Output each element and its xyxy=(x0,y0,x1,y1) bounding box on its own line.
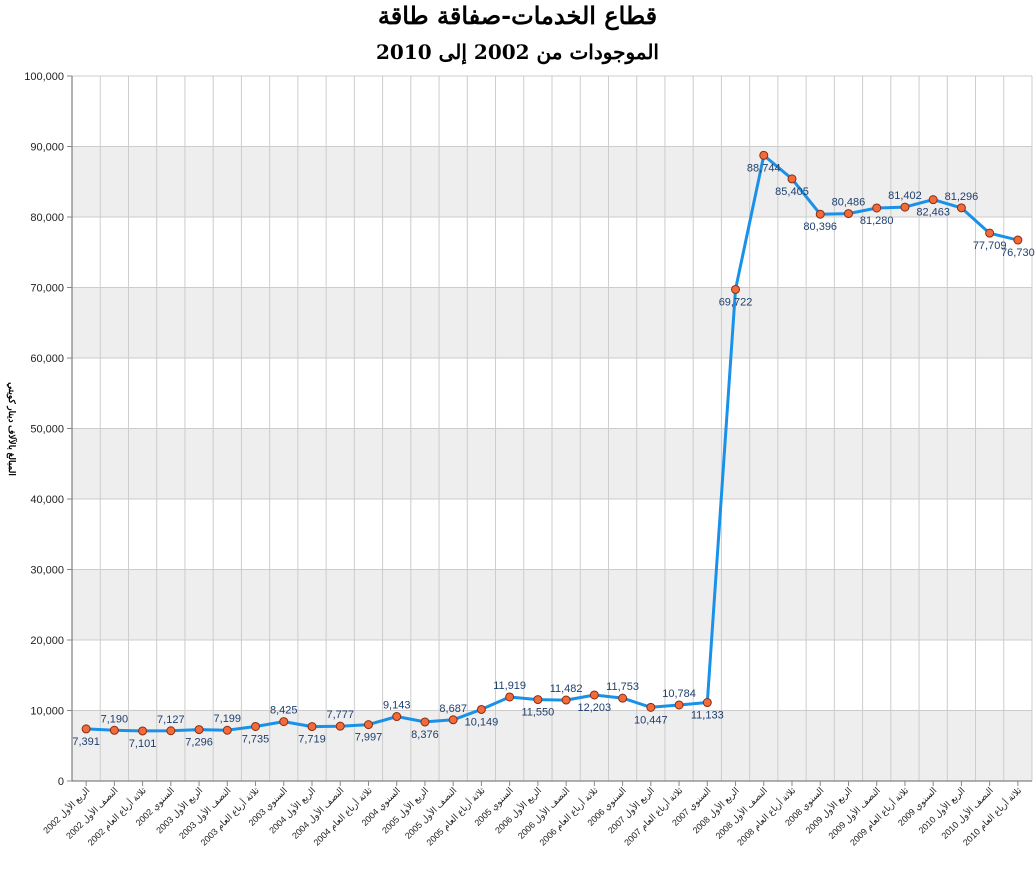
data-point xyxy=(307,722,317,732)
data-point xyxy=(476,704,486,714)
data-point xyxy=(222,725,232,735)
data-label: 76,730 xyxy=(1001,247,1035,259)
y-tick-label: 80,000 xyxy=(30,212,64,224)
data-label: 7,997 xyxy=(355,732,383,744)
data-point xyxy=(448,715,458,725)
data-point xyxy=(505,692,515,702)
data-point xyxy=(731,284,741,294)
y-tick-label: 60,000 xyxy=(30,353,64,365)
data-label: 7,101 xyxy=(129,738,157,750)
data-point xyxy=(872,203,882,213)
data-point xyxy=(392,712,402,722)
data-label: 7,391 xyxy=(72,736,100,748)
y-axis-ticks: 0 10,000 20,000 30,000 40,000 50,000 60,000 70,… xyxy=(24,71,72,788)
y-tick-label: 30,000 xyxy=(30,565,64,577)
data-label: 85,405 xyxy=(775,186,809,198)
data-label: 7,127 xyxy=(157,714,185,726)
data-point xyxy=(928,195,938,205)
data-label: 10,784 xyxy=(662,688,696,700)
y-tick-label: 10,000 xyxy=(30,706,64,718)
data-point xyxy=(279,717,289,727)
chart-title: قطاع الخدمات-صفاقة طاقة xyxy=(377,1,658,30)
data-label: 11,482 xyxy=(550,683,583,695)
data-point xyxy=(166,726,176,736)
data-point xyxy=(420,717,430,727)
data-label: 88,744 xyxy=(747,162,781,174)
data-label: 11,550 xyxy=(521,707,554,719)
data-point xyxy=(1013,235,1023,245)
data-point xyxy=(251,721,261,731)
data-point xyxy=(363,720,373,730)
data-label: 81,280 xyxy=(860,215,894,227)
y-tick-label: 40,000 xyxy=(30,494,64,506)
y-tick-label: 0 xyxy=(58,776,64,788)
data-label: 81,296 xyxy=(945,191,979,203)
data-point xyxy=(618,693,628,703)
y-tick-label: 50,000 xyxy=(30,424,64,436)
data-label: 12,203 xyxy=(578,702,612,714)
data-point xyxy=(674,700,684,710)
series-line xyxy=(86,153,1019,733)
data-label: 82,463 xyxy=(916,207,950,219)
y-tick-label: 70,000 xyxy=(30,283,64,295)
y-tick-label: 20,000 xyxy=(30,635,64,647)
data-point xyxy=(561,695,571,705)
data-point xyxy=(194,725,204,735)
data-point xyxy=(956,203,966,213)
data-label: 9,143 xyxy=(383,700,411,712)
data-point xyxy=(787,174,797,184)
data-label: 7,777 xyxy=(326,709,354,721)
data-label: 8,687 xyxy=(439,703,467,715)
chart-subtitle: الموجودات من 2002 إلى 2010 xyxy=(376,40,659,64)
data-label: 81,402 xyxy=(888,190,922,202)
data-point xyxy=(109,725,119,735)
data-point xyxy=(900,202,910,212)
data-label: 11,133 xyxy=(691,710,724,722)
data-point xyxy=(759,150,769,160)
data-label: 80,486 xyxy=(832,197,866,209)
series-line-path xyxy=(86,153,1019,733)
data-label: 7,190 xyxy=(101,713,129,725)
data-point xyxy=(533,695,543,705)
data-label: 7,735 xyxy=(242,733,270,745)
data-label: 69,722 xyxy=(719,296,753,308)
data-label: 8,376 xyxy=(411,729,439,741)
data-label: 10,447 xyxy=(634,714,668,726)
data-point xyxy=(985,228,995,238)
data-label: 11,753 xyxy=(606,681,639,693)
data-label: 11,919 xyxy=(493,680,526,692)
data-point xyxy=(815,209,825,219)
data-points xyxy=(81,150,1023,736)
data-point xyxy=(335,721,345,731)
data-label: 7,719 xyxy=(298,734,326,746)
data-label: 8,425 xyxy=(270,705,298,717)
y-tick-label: 90,000 xyxy=(30,142,64,154)
data-point xyxy=(646,702,656,712)
data-label: 77,709 xyxy=(973,240,1007,252)
data-point xyxy=(843,209,853,219)
data-point xyxy=(138,726,148,736)
data-point xyxy=(702,698,712,708)
y-axis-label: المبالغ بالآلاف دينار كويتي xyxy=(6,382,17,476)
data-point xyxy=(81,724,91,734)
data-label: 10,149 xyxy=(465,716,499,728)
data-label: 7,199 xyxy=(214,713,242,725)
data-point xyxy=(589,690,599,700)
data-label: 7,296 xyxy=(185,737,213,749)
y-tick-label: 100,000 xyxy=(24,71,64,83)
x-tick-label: الربع الأول 2002 xyxy=(41,785,93,837)
data-label: 80,396 xyxy=(803,221,837,233)
